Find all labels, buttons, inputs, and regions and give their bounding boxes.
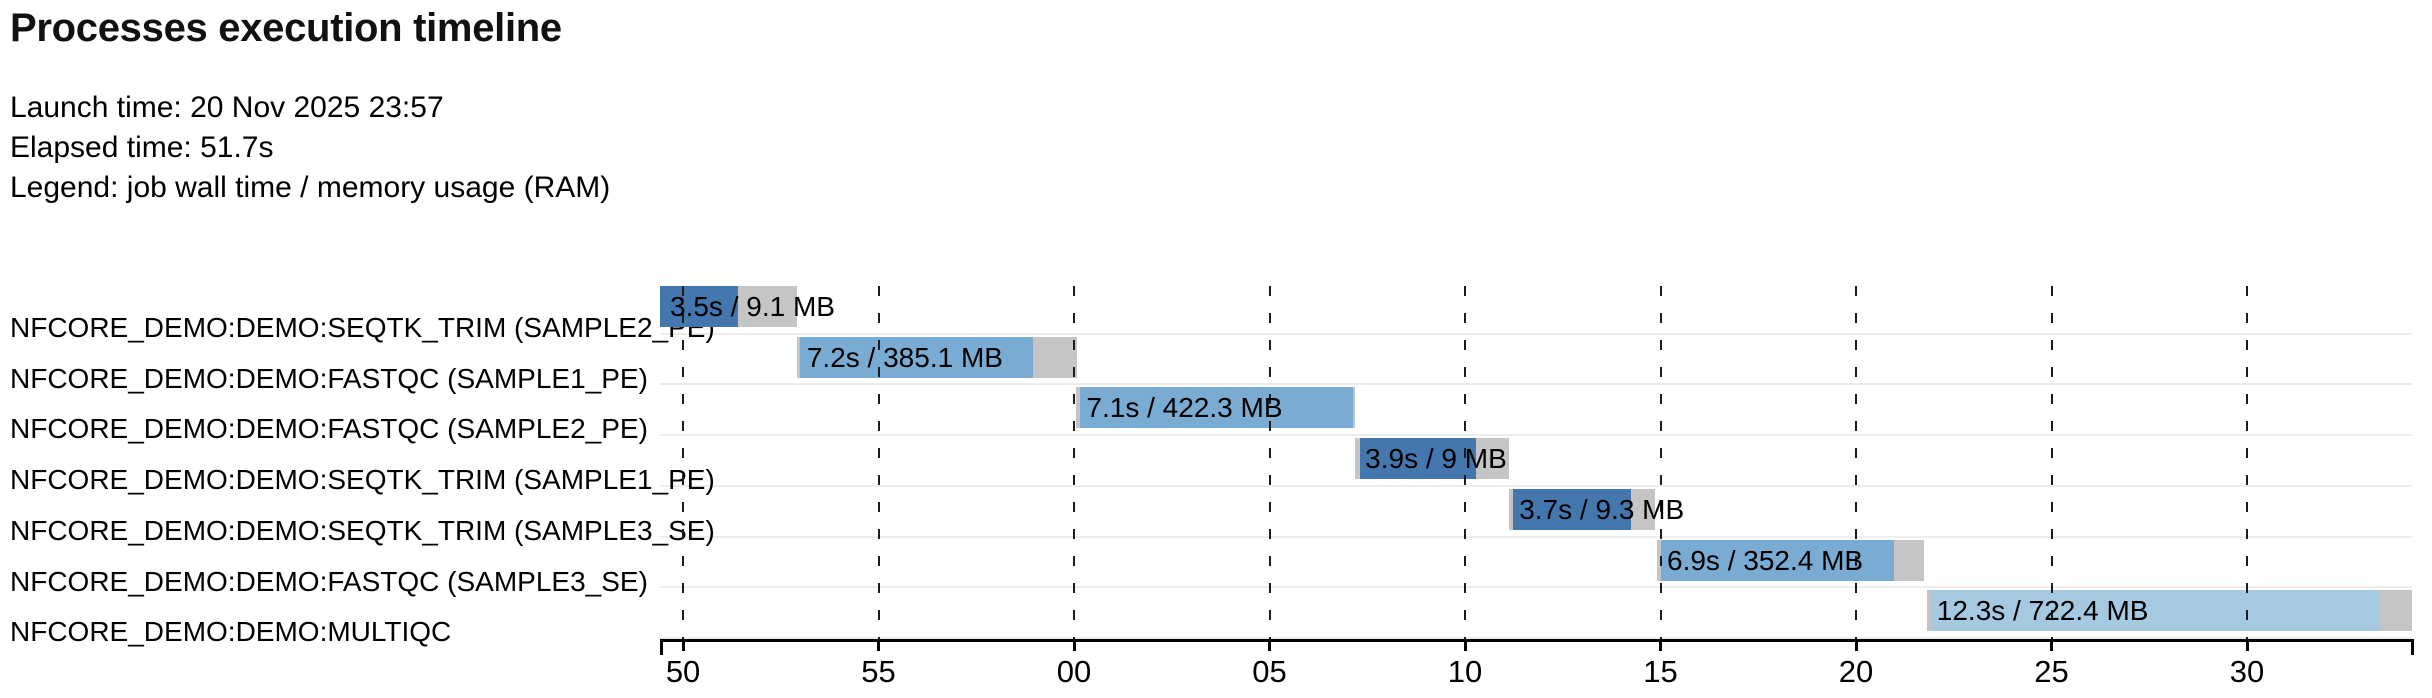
row-separator <box>660 383 2412 386</box>
task-bar-overhead-segment <box>1353 387 1356 429</box>
task-bar-overhead-segment <box>1893 539 1925 581</box>
task-bar-overhead-segment <box>1657 539 1661 581</box>
x-axis-right-endcap <box>2411 639 2414 655</box>
axis-tick <box>1072 641 1076 651</box>
task-bar-overhead-segment <box>1476 438 1510 480</box>
axis-tick <box>1268 641 1272 651</box>
process-label: NFCORE_DEMO:DEMO:FASTQC (SAMPLE3_SE) <box>10 565 648 597</box>
task-bar-overhead-segment <box>1355 438 1361 480</box>
axis-tick-label: 00 <box>1056 654 1092 689</box>
bar-label: 3.7s / 9.3 MB <box>1519 493 1685 525</box>
task-bar-run-segment <box>1360 438 1477 480</box>
task-bar-overhead-segment <box>1509 488 1514 530</box>
axis-tick-label: 20 <box>1838 654 1874 689</box>
row-separator <box>660 535 2412 538</box>
axis-tick-label: 25 <box>2034 654 2069 689</box>
gridline <box>1464 286 1467 639</box>
gridline <box>1855 286 1858 639</box>
bar-label: 3.5s / 9.1 MB <box>670 291 835 322</box>
process-label: NFCORE_DEMO:DEMO:SEQTK_TRIM (SAMPLE3_SE) <box>10 514 715 546</box>
axis-tick-label: 05 <box>1252 654 1287 689</box>
gridline <box>1073 286 1076 639</box>
task-bar-run-segment <box>1930 590 2380 632</box>
task-bar-overhead-segment <box>2379 590 2412 632</box>
process-label: NFCORE_DEMO:DEMO:MULTIQC <box>10 616 452 648</box>
axis-tick-label: 10 <box>1447 654 1483 689</box>
x-axis-left-endcap <box>660 639 663 655</box>
launch-time-text: Launch time: 20 Nov 2025 23:57 <box>10 91 444 124</box>
process-label: NFCORE_DEMO:DEMO:SEQTK_TRIM (SAMPLE2_PE) <box>10 312 715 343</box>
row-separator <box>660 332 2412 335</box>
axis-tick <box>2245 641 2249 651</box>
gridline <box>682 286 685 639</box>
axis-tick <box>1854 641 1858 651</box>
bar-label: 3.9s / 9 MB <box>1365 443 1507 475</box>
task-bar-overhead-segment <box>1076 387 1080 429</box>
axis-tick-label: 30 <box>2229 654 2265 689</box>
axis-tick-label: 15 <box>1643 654 1678 689</box>
legend-text: Legend: job wall time / memory usage (RA… <box>10 171 611 204</box>
x-axis-line <box>660 639 2414 642</box>
row-separator <box>660 636 2412 639</box>
axis-tick <box>1659 641 1663 651</box>
axis-tick <box>681 641 685 651</box>
task-bar-run-segment <box>799 336 1033 378</box>
gridline <box>877 286 880 639</box>
row-separator <box>660 434 2412 437</box>
gridline <box>1268 286 1271 639</box>
task-bar-run-segment <box>660 286 739 327</box>
row-separator <box>660 586 2412 589</box>
axis-tick-label: 50 <box>665 654 701 689</box>
page-title: Processes execution timeline <box>10 6 562 50</box>
process-label: NFCORE_DEMO:DEMO:FASTQC (SAMPLE2_PE) <box>10 413 648 445</box>
bar-label: 6.9s / 352.4 MB <box>1667 544 1864 576</box>
gridline <box>1659 286 1662 639</box>
axis-tick <box>877 641 881 651</box>
process-label: NFCORE_DEMO:DEMO:SEQTK_TRIM (SAMPLE1_PE) <box>10 464 715 496</box>
axis-tick <box>1463 641 1467 651</box>
gridline <box>2050 286 2053 639</box>
bar-label: 7.1s / 422.3 MB <box>1086 392 1283 424</box>
row-separator <box>660 484 2412 487</box>
bar-label: 7.2s / 385.1 MB <box>806 341 1003 373</box>
task-bar-overhead-segment <box>1926 590 1931 632</box>
elapsed-time-text: Elapsed time: 51.7s <box>10 131 274 164</box>
process-label: NFCORE_DEMO:DEMO:FASTQC (SAMPLE1_PE) <box>10 362 648 394</box>
task-bar-run-segment <box>1079 387 1354 429</box>
axis-tick-label: 55 <box>861 654 896 689</box>
task-bar-overhead-segment <box>796 336 800 378</box>
task-bar-overhead-segment <box>1631 488 1656 530</box>
bar-label: 12.3s / 722.4 MB <box>1936 595 2149 627</box>
gridline <box>2246 286 2248 639</box>
task-bar-overhead-segment <box>738 286 797 327</box>
task-bar-run-segment <box>1513 488 1632 530</box>
task-bar-overhead-segment <box>1032 336 1077 378</box>
axis-tick <box>2050 641 2053 651</box>
